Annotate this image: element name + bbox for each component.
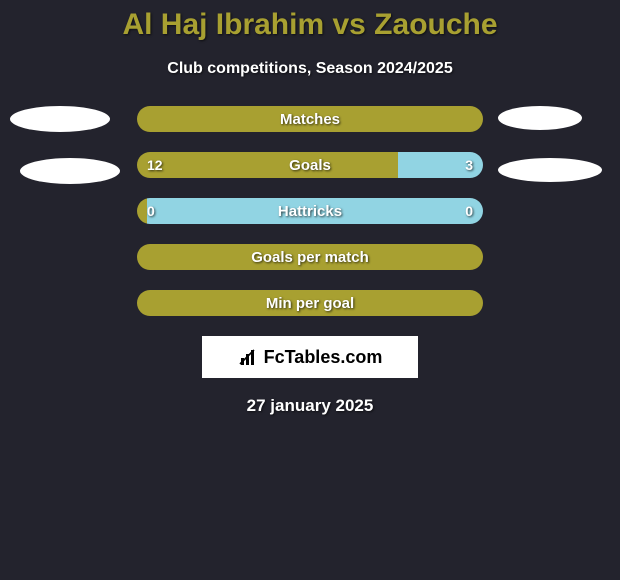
comparison-chart: Matches Goals123 Hattricks00 Goals per matc… <box>0 106 620 316</box>
bar-left <box>137 198 147 224</box>
subtitle: Club competitions, Season 2024/2025 <box>0 60 620 78</box>
stat-row: Matches <box>137 106 483 132</box>
bar-right <box>147 198 483 224</box>
logo-text: FcTables.com <box>264 347 383 368</box>
decorative-ellipse <box>498 106 582 130</box>
logo: FcTables.com <box>238 347 383 368</box>
bar-left <box>137 152 398 178</box>
bars-icon <box>238 348 260 366</box>
logo-box: FcTables.com <box>202 336 418 378</box>
date-label: 27 january 2025 <box>0 396 620 416</box>
stat-row: Hattricks00 <box>137 198 483 224</box>
bar-right <box>398 152 483 178</box>
decorative-ellipse <box>20 158 120 184</box>
bar-left <box>137 244 483 270</box>
stat-row: Min per goal <box>137 290 483 316</box>
stat-row: Goals123 <box>137 152 483 178</box>
decorative-ellipse <box>10 106 110 132</box>
bar-left <box>137 106 483 132</box>
stat-row: Goals per match <box>137 244 483 270</box>
bar-left <box>137 290 483 316</box>
page-title: Al Haj Ibrahim vs Zaouche <box>0 0 620 42</box>
decorative-ellipse <box>498 158 602 182</box>
